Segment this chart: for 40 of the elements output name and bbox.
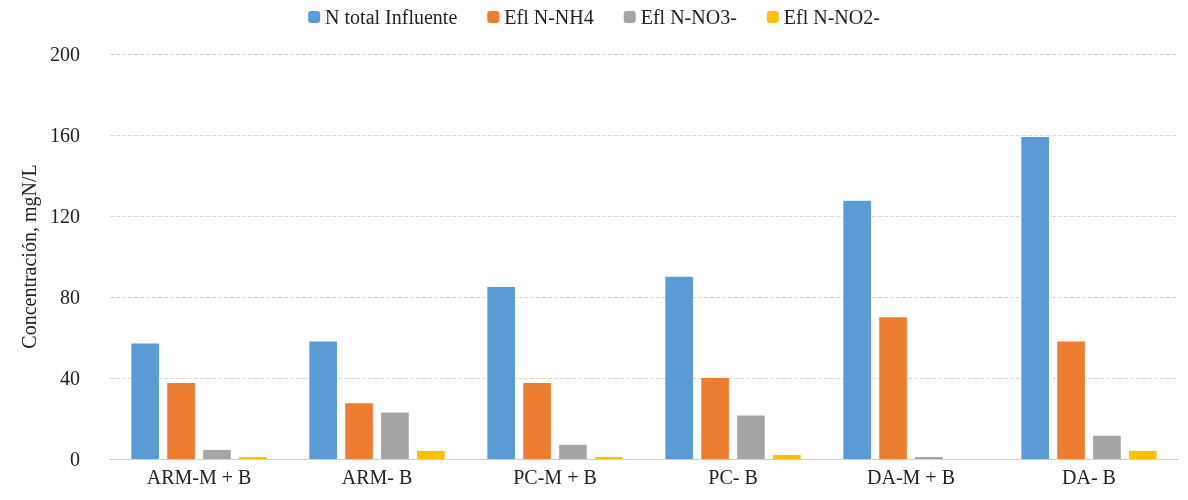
- x-tick-label: PC- B: [708, 466, 758, 488]
- bar: [131, 343, 159, 459]
- bar: [915, 456, 943, 459]
- bar: [1129, 450, 1157, 459]
- bar: [595, 456, 623, 459]
- y-tick-label: 120: [50, 205, 80, 227]
- bar: [1057, 341, 1085, 459]
- x-tick-label: ARM-M + B: [146, 466, 252, 488]
- bar: [523, 383, 551, 459]
- x-tick-label: PC-M + B: [513, 466, 597, 488]
- bar: [239, 456, 267, 459]
- bar: [167, 383, 195, 459]
- bar: [879, 317, 907, 459]
- bar: [487, 286, 515, 459]
- y-tick-label: 0: [70, 448, 80, 470]
- y-tick-label: 40: [60, 367, 80, 389]
- y-axis-title: Concentración, mgN/L: [18, 164, 42, 349]
- bar: [737, 415, 765, 459]
- legend-label: N total Influente: [325, 6, 458, 28]
- bar: [1093, 435, 1121, 459]
- bar: [773, 454, 801, 459]
- legend-label: Efl N-NH4: [504, 6, 594, 28]
- legend-label: Efl N-NO3-: [640, 6, 737, 28]
- y-tick-label: 160: [50, 124, 80, 146]
- bar: [203, 449, 231, 459]
- legend-label: Efl N-NO2-: [783, 6, 880, 28]
- bar: [309, 341, 337, 459]
- bar: [381, 412, 409, 459]
- y-tick-label: 80: [60, 286, 80, 308]
- bar: [701, 378, 729, 459]
- bar: [1021, 137, 1049, 459]
- bar: [843, 200, 871, 459]
- x-tick-label: ARM- B: [341, 466, 413, 488]
- bar: [417, 450, 445, 459]
- y-tick-label: 200: [50, 43, 80, 65]
- bar: [559, 444, 587, 459]
- bar: [665, 276, 693, 459]
- bar: [345, 403, 373, 459]
- x-tick-label: DA-M + B: [867, 466, 955, 488]
- x-tick-label: DA- B: [1062, 466, 1116, 488]
